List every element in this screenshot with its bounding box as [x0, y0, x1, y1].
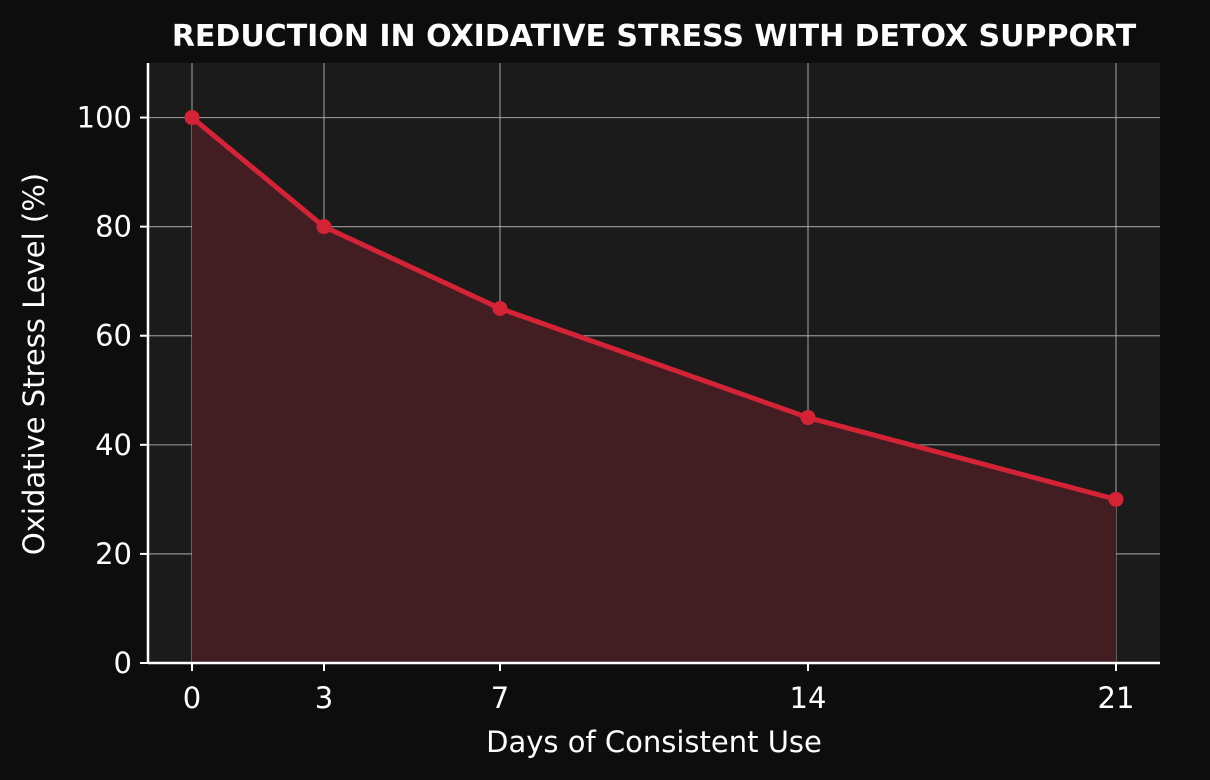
- x-tick-label: 0: [183, 681, 201, 715]
- x-tick-label: 21: [1098, 681, 1135, 715]
- x-tick-label: 3: [315, 681, 333, 715]
- data-point: [184, 110, 200, 126]
- x-tick-label: 7: [491, 681, 509, 715]
- y-tick-label: 100: [77, 101, 132, 135]
- y-tick-label: 0: [114, 646, 132, 680]
- y-tick-label: 60: [95, 319, 132, 353]
- y-tick-label: 40: [95, 428, 132, 462]
- data-point: [1108, 491, 1124, 507]
- y-axis-title: Oxidative Stress Level (%): [17, 173, 51, 555]
- chart-title: REDUCTION IN OXIDATIVE STRESS WITH DETOX…: [172, 19, 1137, 54]
- data-point: [492, 300, 508, 316]
- y-tick-label: 80: [95, 210, 132, 244]
- area-fill: [192, 117, 1116, 663]
- y-axis-ticks: 0 20 40 60 80 100: [77, 101, 148, 680]
- y-tick-label: 20: [95, 537, 132, 571]
- data-point: [316, 219, 332, 235]
- data-points: [184, 110, 1124, 507]
- x-axis-title: Days of Consistent Use: [486, 725, 822, 759]
- x-axis-ticks: 0 3 7 14 21: [183, 663, 1135, 715]
- x-tick-label: 14: [790, 681, 827, 715]
- data-point: [800, 410, 816, 426]
